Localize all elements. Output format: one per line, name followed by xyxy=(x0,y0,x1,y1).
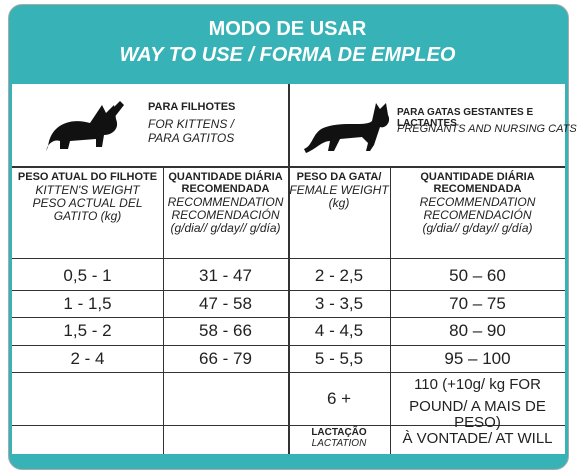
title: MODO DE USAR xyxy=(208,18,367,40)
column-line: RECOMENDACIÓN xyxy=(423,208,532,222)
column-title: PESO DA GATA/ xyxy=(296,171,382,183)
cell: 1 - 1,5 xyxy=(63,294,112,313)
cell: 80 – 90 xyxy=(449,321,506,340)
cell: 95 – 100 xyxy=(444,349,511,368)
cell: 2 - 2,5 xyxy=(314,266,364,285)
column-line: RECOMMENDATION xyxy=(167,195,284,209)
cell: 5 - 5,5 xyxy=(314,349,364,368)
cell: 2 - 4 xyxy=(70,349,105,368)
rule xyxy=(390,166,391,454)
cell: À VONTADE/ AT WILL xyxy=(402,430,553,447)
cell: 58 - 66 xyxy=(199,321,252,340)
cell: 3 - 3,5 xyxy=(314,294,364,313)
cell: 1,5 - 2 xyxy=(63,321,112,340)
column-line: RECOMMENDATION xyxy=(419,195,536,209)
cell: 110 (+10g/ kg FOR xyxy=(414,376,541,393)
cell: LACTAÇÃO xyxy=(311,427,367,438)
column-title: PESO ATUAL DO FILHOTE xyxy=(17,171,158,183)
rule xyxy=(288,84,290,454)
rule xyxy=(163,166,164,454)
column-line: (kg) xyxy=(328,196,350,210)
pregnant-title: PARA GATAS GESTANTES E LACTANTES xyxy=(397,107,534,129)
cell: 4 - 4,5 xyxy=(314,321,364,340)
cell: 47 - 58 xyxy=(199,294,252,313)
column-line: KITTEN'S WEIGHT xyxy=(35,183,140,197)
column-line: RECOMENDACIÓN xyxy=(171,208,280,222)
column-line: FEMALE WEIGHT xyxy=(289,183,389,197)
pregnant-line: PREGNANTS AND NURSING CATS xyxy=(397,123,577,135)
column-title: QUANTIDADE DIÁRIA RECOMENDADA xyxy=(168,171,283,195)
cell: 0,5 - 1 xyxy=(63,266,112,285)
cell: POUND/ A MAIS DE PESO) xyxy=(409,398,546,431)
cell: LACTATION xyxy=(311,438,367,449)
subtitle: WAY TO USE / FORMA DE EMPLEO xyxy=(119,44,456,66)
cat-icon xyxy=(304,103,390,153)
cell: 50 – 60 xyxy=(449,266,506,285)
column-line: GATITO (kg) xyxy=(53,209,122,223)
kittens-title: PARA FILHOTES xyxy=(148,101,236,113)
column-line: PESO ACTUAL DEL xyxy=(32,196,143,210)
kittens-line: FOR KITTENS / xyxy=(148,117,235,131)
cell: 70 – 75 xyxy=(449,294,506,313)
kittens-line: PARA GATITOS xyxy=(148,131,235,145)
kitten-icon xyxy=(46,101,124,151)
column-line: (g/dia// g/day// g/día) xyxy=(170,221,281,235)
column-line: (g/dia// g/day// g/día) xyxy=(422,221,533,235)
cell: 6 + xyxy=(326,389,352,408)
cell: 66 - 79 xyxy=(199,349,252,368)
cell: 31 - 47 xyxy=(199,266,252,285)
column-title: QUANTIDADE DIÁRIA RECOMENDADA xyxy=(420,171,535,195)
